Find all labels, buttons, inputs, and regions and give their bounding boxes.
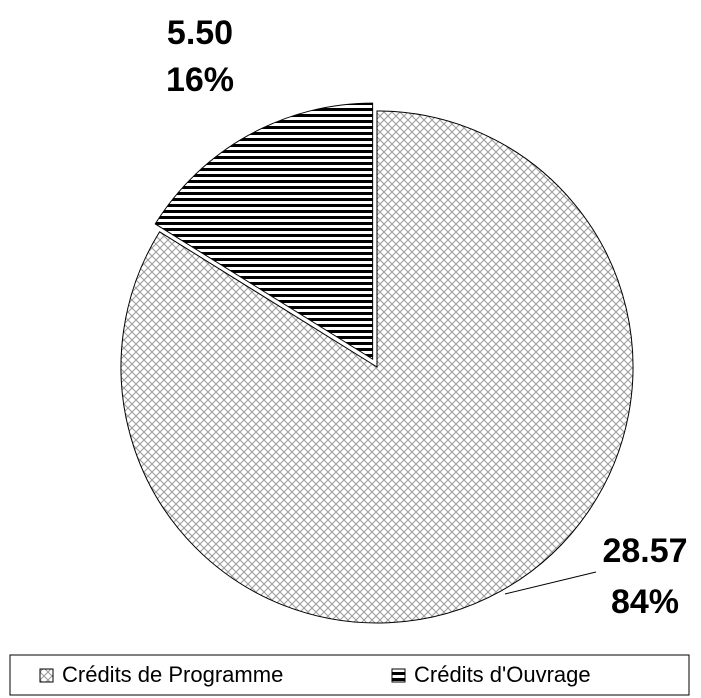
value-label: 5.50: [167, 14, 233, 52]
value-label: 28.57: [602, 532, 687, 570]
legend-label: Crédits d'Ouvrage: [414, 662, 591, 687]
legend-swatch: [39, 668, 54, 683]
pie-slice: [154, 102, 374, 361]
leader-line: [504, 571, 597, 595]
legend: [9, 654, 690, 696]
legend-swatch: [391, 668, 406, 683]
legend-label: Crédits de Programme: [62, 662, 283, 687]
percentage-label: 84%: [611, 583, 679, 621]
pie-slice: [120, 110, 634, 624]
pie: [120, 102, 634, 624]
percentage-label: 16%: [166, 61, 234, 99]
